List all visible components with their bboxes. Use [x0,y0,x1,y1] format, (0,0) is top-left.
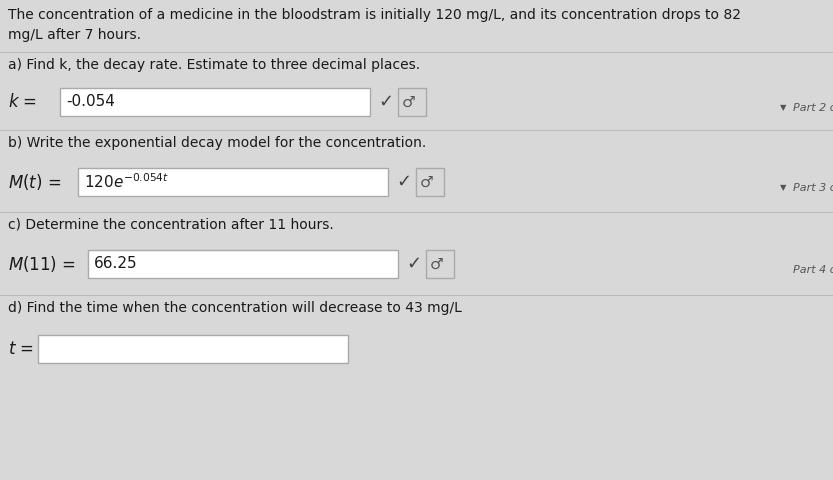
Text: $M(t)$ =: $M(t)$ = [8,172,62,192]
Text: ▼: ▼ [780,104,786,112]
Text: $t$ =: $t$ = [8,340,34,358]
Text: b) Write the exponential decay model for the concentration.: b) Write the exponential decay model for… [8,136,426,150]
Text: $k$ =: $k$ = [8,93,37,111]
Text: c) Determine the concentration after 11 hours.: c) Determine the concentration after 11 … [8,218,334,232]
Text: $120e^{-0.054t}$: $120e^{-0.054t}$ [84,173,169,192]
Text: ♂: ♂ [402,95,416,109]
Text: $M(11)$ =: $M(11)$ = [8,254,76,274]
Text: Part 2 of 4: Part 2 of 4 [793,103,833,113]
Text: ♂: ♂ [430,256,444,272]
Text: a) Find k, the decay rate. Estimate to three decimal places.: a) Find k, the decay rate. Estimate to t… [8,58,420,72]
Text: ♂: ♂ [420,175,434,190]
Text: The concentration of a medicine in the bloodstram is initially 120 mg/L, and its: The concentration of a medicine in the b… [8,8,741,22]
Text: Part 4 of 4: Part 4 of 4 [793,265,833,275]
Bar [60,88,370,116]
Bar [416,168,444,196]
Text: ▼: ▼ [780,183,786,192]
Text: -0.054: -0.054 [66,95,115,109]
Bar [426,250,454,278]
Bar [78,168,388,196]
Text: ✓: ✓ [378,93,393,111]
Text: ✓: ✓ [406,255,421,273]
Text: mg/L after 7 hours.: mg/L after 7 hours. [8,28,141,42]
Text: ✓: ✓ [396,173,412,191]
Bar [38,335,348,363]
Bar [88,250,398,278]
Text: 66.25: 66.25 [94,256,137,272]
Text: d) Find the time when the concentration will decrease to 43 mg/L: d) Find the time when the concentration … [8,301,461,315]
Text: Part 3 of 4: Part 3 of 4 [793,183,833,193]
Bar [398,88,426,116]
